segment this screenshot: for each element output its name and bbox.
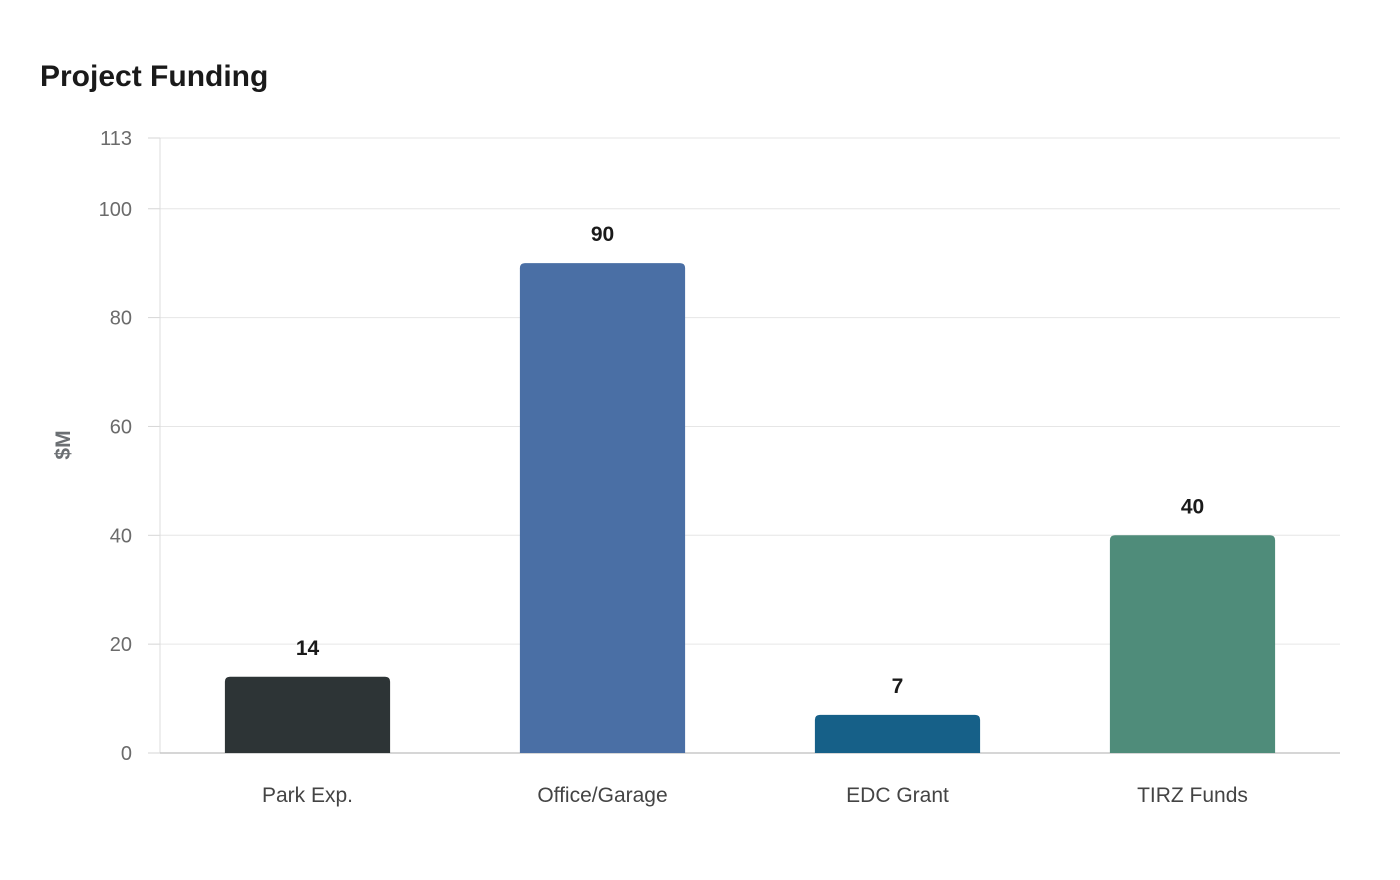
bar (814, 714, 981, 753)
value-label: 90 (591, 223, 614, 246)
bar (224, 676, 391, 753)
y-tick-label: 20 (110, 634, 132, 656)
value-label: 14 (296, 637, 320, 660)
bar (1109, 535, 1276, 753)
x-tick-label: Park Exp. (262, 784, 353, 807)
chart-title: Project Funding (40, 60, 269, 93)
bars (224, 263, 1276, 753)
y-tick-label: 60 (110, 416, 132, 438)
y-tick-label: 40 (110, 525, 132, 547)
y-tick-label: 100 (99, 199, 132, 221)
x-tick-label: Office/Garage (537, 784, 667, 807)
y-axis-title: $M (52, 430, 75, 459)
value-label: 7 (892, 675, 904, 698)
y-tick-label: 113 (100, 128, 132, 150)
x-tick-label: EDC Grant (846, 784, 949, 807)
y-tick-label: 80 (110, 308, 132, 330)
labels: 14 Park Exp. 90 Office/Garage 7 EDC Grant 40 TI… (262, 223, 1248, 807)
gridlines (160, 137, 1340, 645)
y-tick-label: 0 (121, 743, 132, 765)
bar (519, 263, 686, 753)
x-tick-label: TIRZ Funds (1137, 784, 1248, 807)
value-label: 40 (1181, 495, 1204, 518)
